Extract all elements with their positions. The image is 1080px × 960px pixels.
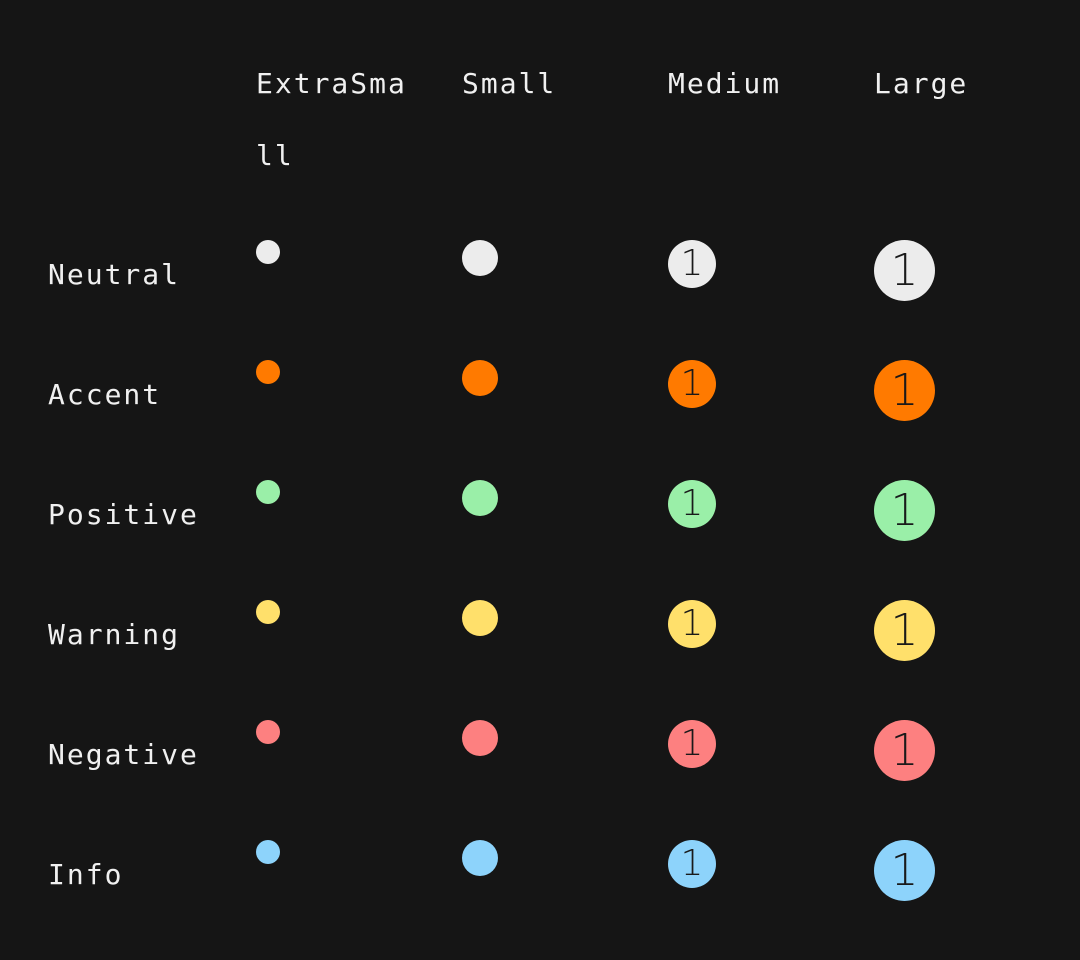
corner-spacer [48,48,256,192]
row-label-neutral: Neutral [48,258,181,291]
column-header-extrasmall: ExtraSmall [256,67,407,172]
badge-neutral-extrasmall [256,240,280,264]
row-label-negative: Negative [48,738,199,771]
badge-positive-large: 1 [874,480,935,541]
badge-matrix: ExtraSmall Small Medium Large Neutral 1 … [48,48,1080,912]
badge-positive-medium: 1 [668,480,716,528]
badge-neutral-small [462,240,498,276]
column-header-small: Small [462,67,557,100]
badge-accent-small [462,360,498,396]
row-label-info: Info [48,858,124,891]
badge-info-large: 1 [874,840,935,901]
badge-neutral-medium: 1 [668,240,716,288]
badge-accent-extrasmall [256,360,280,384]
badge-neutral-large: 1 [874,240,935,301]
column-header-medium: Medium [668,67,782,100]
badge-negative-medium: 1 [668,720,716,768]
badge-warning-small [462,600,498,636]
badge-negative-large: 1 [874,720,935,781]
badge-info-medium: 1 [668,840,716,888]
badge-warning-large: 1 [874,600,935,661]
row-label-accent: Accent [48,378,162,411]
row-label-warning: Warning [48,618,181,651]
badge-negative-small [462,720,498,756]
badge-info-extrasmall [256,840,280,864]
row-label-positive: Positive [48,498,199,531]
badge-positive-small [462,480,498,516]
badge-warning-extrasmall [256,600,280,624]
badge-info-small [462,840,498,876]
badge-accent-large: 1 [874,360,935,421]
badge-accent-medium: 1 [668,360,716,408]
badge-negative-extrasmall [256,720,280,744]
badge-warning-medium: 1 [668,600,716,648]
column-header-large: Large [874,67,969,100]
badge-positive-extrasmall [256,480,280,504]
